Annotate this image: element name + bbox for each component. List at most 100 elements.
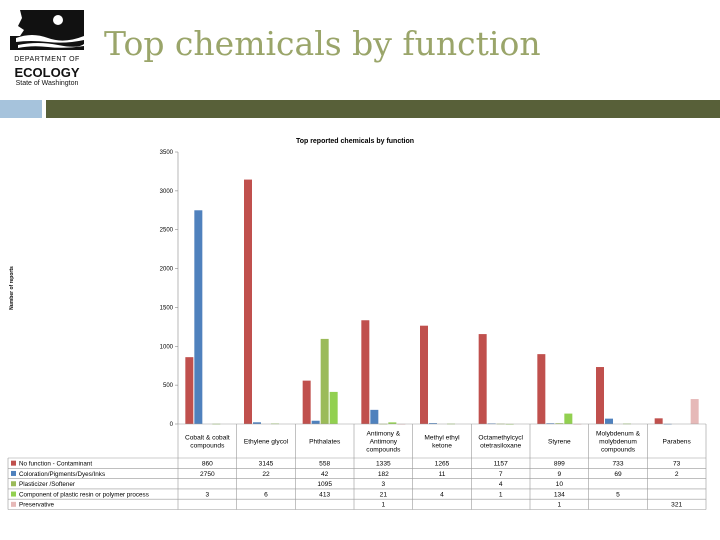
bar bbox=[537, 354, 546, 424]
bar bbox=[302, 380, 311, 424]
legend-label: Plasticizer /Softener bbox=[19, 481, 75, 488]
legend-label: Preservative bbox=[19, 502, 54, 509]
slide-title: Top chemicals by function bbox=[104, 24, 541, 63]
data-table-value: 321 bbox=[671, 502, 682, 509]
category-label: Octamethylcycl bbox=[478, 435, 523, 442]
legend-swatch bbox=[11, 491, 16, 497]
bar bbox=[420, 325, 428, 424]
data-table-value: 21 bbox=[380, 491, 388, 498]
category-label: Ethylene glycol bbox=[244, 439, 289, 446]
data-table-value: 1 bbox=[381, 502, 385, 509]
data-table-value: 1157 bbox=[494, 460, 509, 467]
legend-label: No function - Contaminant bbox=[19, 460, 92, 467]
data-table-value: 3145 bbox=[259, 460, 274, 467]
legend-swatch bbox=[11, 501, 16, 507]
y-tick-label: 2000 bbox=[160, 267, 174, 273]
bar bbox=[690, 399, 699, 424]
category-label: compounds bbox=[366, 447, 401, 454]
data-table-value: 2750 bbox=[200, 471, 215, 478]
data-table-value: 42 bbox=[321, 471, 329, 478]
data-table-value: 3 bbox=[381, 481, 385, 488]
category-label: Methyl ethyl bbox=[424, 435, 460, 442]
data-table-value: 5 bbox=[616, 491, 620, 498]
category-label: Antimony & bbox=[366, 431, 400, 438]
header-bar-left bbox=[0, 100, 42, 118]
logo-line-3: State of Washington bbox=[15, 80, 79, 87]
y-tick-label: 0 bbox=[170, 422, 174, 428]
bar bbox=[388, 422, 397, 424]
data-table-value: 1095 bbox=[317, 481, 332, 488]
data-table-value: 22 bbox=[262, 471, 270, 478]
data-table-value: 1335 bbox=[376, 460, 391, 467]
bar bbox=[596, 367, 604, 424]
category-label: otetrasiloxane bbox=[480, 443, 521, 450]
data-table-value: 1265 bbox=[435, 460, 450, 467]
data-table-value: 6 bbox=[264, 491, 268, 498]
legend-swatch bbox=[11, 460, 16, 466]
data-table-value: 7 bbox=[499, 471, 503, 478]
data-table-value: 899 bbox=[554, 460, 565, 467]
data-table-value: 733 bbox=[612, 460, 623, 467]
legend-label: Coloration/Pigments/Dyes/Inks bbox=[19, 471, 105, 478]
data-table-value: 10 bbox=[556, 481, 564, 488]
data-table-value: 4 bbox=[440, 491, 444, 498]
data-table-value: 860 bbox=[202, 460, 213, 467]
bar bbox=[370, 409, 379, 424]
data-table-value: 11 bbox=[439, 471, 446, 478]
category-label: compounds bbox=[190, 443, 225, 450]
data-table-value: 413 bbox=[319, 491, 330, 498]
chart-title: Top reported chemicals by function bbox=[296, 138, 414, 145]
data-table-value: 3 bbox=[205, 491, 209, 498]
logo-line-1: DEPARTMENT OF bbox=[14, 56, 80, 63]
data-table-value: 1 bbox=[499, 491, 503, 498]
category-label: Cobalt & cobalt bbox=[185, 435, 230, 442]
bar bbox=[244, 179, 252, 424]
y-axis-label: Number of reports bbox=[9, 266, 15, 310]
washington-state-outline-icon bbox=[10, 10, 84, 50]
bar bbox=[194, 210, 203, 424]
legend-swatch bbox=[11, 481, 16, 487]
data-table-value: 73 bbox=[673, 460, 681, 467]
data-table-value: 2 bbox=[675, 471, 679, 478]
data-table-value: 1 bbox=[557, 502, 561, 509]
bar bbox=[429, 423, 437, 424]
legend-label: Component of plastic resin or polymer pr… bbox=[19, 491, 149, 498]
category-label: Phthalates bbox=[309, 439, 341, 446]
data-table-value: 134 bbox=[554, 491, 565, 498]
y-tick-label: 1000 bbox=[160, 344, 174, 350]
data-table-value: 558 bbox=[319, 460, 330, 467]
category-label: compounds bbox=[601, 447, 636, 454]
y-tick-label: 2500 bbox=[160, 228, 174, 234]
bar bbox=[555, 423, 564, 424]
department-of-ecology-logo: DEPARTMENT OF ECOLOGY State of Washingto… bbox=[8, 8, 86, 92]
category-label: Molybdenum & bbox=[596, 431, 641, 438]
bar bbox=[564, 413, 573, 424]
y-tick-label: 1500 bbox=[160, 305, 174, 311]
category-label: molybdenum bbox=[599, 439, 637, 446]
y-tick-label: 500 bbox=[163, 383, 174, 389]
legend-swatch bbox=[11, 470, 16, 476]
bar bbox=[478, 334, 487, 424]
bar bbox=[329, 391, 338, 424]
data-table-value: 4 bbox=[499, 481, 503, 488]
category-label: Styrene bbox=[548, 439, 571, 446]
bar bbox=[654, 418, 663, 424]
bar bbox=[546, 423, 555, 424]
bar bbox=[311, 420, 320, 424]
chart: Top reported chemicals by function Number… bbox=[7, 138, 707, 510]
bar bbox=[185, 357, 194, 424]
category-label: ketone bbox=[432, 443, 452, 450]
bar bbox=[320, 338, 329, 424]
data-table-value: 182 bbox=[378, 471, 389, 478]
y-tick-label: 3500 bbox=[160, 150, 174, 156]
bar bbox=[361, 320, 370, 424]
data-table-value: 69 bbox=[614, 471, 622, 478]
bar bbox=[605, 418, 613, 424]
data-table-value: 9 bbox=[557, 471, 561, 478]
category-label: Parabens bbox=[663, 439, 692, 446]
y-tick-label: 3000 bbox=[160, 189, 174, 195]
logo-line-2: ECOLOGY bbox=[14, 65, 80, 80]
category-label: Antimony bbox=[370, 439, 398, 446]
header-bar-right bbox=[46, 100, 720, 118]
bar bbox=[253, 422, 261, 424]
